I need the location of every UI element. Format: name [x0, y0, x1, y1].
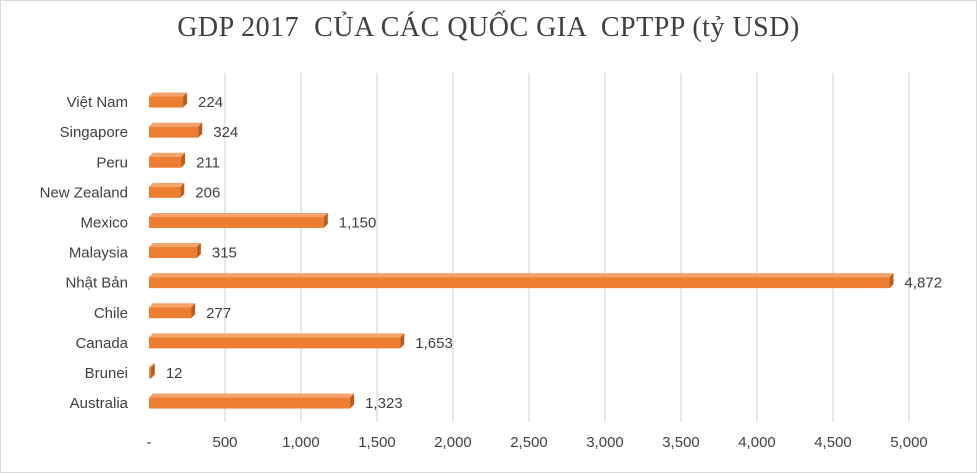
x-tick-label: 3,000	[586, 434, 624, 451]
data-label: 277	[206, 305, 231, 322]
data-label: 1,323	[365, 395, 403, 412]
category-label: Mexico	[80, 214, 128, 231]
x-tick-label: 3,500	[662, 434, 700, 451]
category-label: Peru	[96, 154, 128, 171]
bar-top	[149, 182, 185, 187]
bar-side	[180, 182, 185, 198]
x-tick-label: 500	[212, 434, 237, 451]
category-label: Canada	[75, 335, 128, 352]
x-tick-label: 4,000	[738, 434, 776, 451]
bar-side	[150, 363, 155, 379]
bar-top	[149, 243, 201, 248]
data-label: 224	[198, 94, 223, 111]
chart-title: GDP 2017 CỦA CÁC QUỐC GIA CPTPP (tỷ USD)	[177, 12, 800, 43]
data-label: 4,872	[905, 275, 943, 292]
data-label: 1,150	[339, 214, 377, 231]
category-label: Brunei	[85, 365, 128, 382]
bar-side	[191, 303, 196, 319]
bar	[149, 367, 151, 379]
bar	[149, 397, 351, 409]
bar-top	[149, 92, 188, 97]
x-tick-label: 2,500	[510, 434, 548, 451]
bar-side	[400, 333, 405, 349]
x-tick-label: 1,000	[282, 434, 320, 451]
bar-top	[149, 303, 196, 308]
bar-top	[149, 363, 155, 368]
bar	[149, 247, 197, 259]
x-tick-label: -	[147, 434, 152, 451]
x-tick-label: 4,500	[814, 434, 852, 451]
bar-top	[149, 333, 405, 338]
data-label: 12	[166, 365, 183, 382]
x-tick-label: 2,000	[434, 434, 472, 451]
bar	[149, 337, 401, 349]
bar	[149, 277, 890, 289]
category-label: Singapore	[60, 124, 128, 141]
bar-side	[183, 92, 188, 108]
bar	[149, 126, 199, 138]
bar	[149, 186, 181, 198]
data-label: 324	[213, 124, 238, 141]
data-label: 315	[212, 245, 237, 262]
bar	[149, 307, 192, 319]
bar-side	[889, 273, 894, 289]
data-label: 1,653	[415, 335, 453, 352]
bar-side	[196, 243, 201, 259]
category-label: New Zealand	[40, 184, 128, 201]
bar	[149, 156, 182, 168]
category-label: Australia	[70, 395, 129, 412]
bar-side	[181, 152, 186, 168]
x-tick-label: 1,500	[358, 434, 396, 451]
data-label: 206	[195, 184, 220, 201]
x-tick-label: 5,000	[890, 434, 928, 451]
category-label: Chile	[94, 305, 128, 322]
bar	[149, 96, 184, 108]
bar-top	[149, 212, 328, 217]
bar-side	[323, 212, 328, 228]
bar-top	[149, 122, 203, 127]
bar-top	[149, 152, 186, 157]
data-label: 211	[196, 154, 220, 171]
bar-side	[350, 393, 355, 409]
bar	[149, 216, 324, 228]
category-label: Malaysia	[69, 245, 129, 262]
bar-top	[149, 273, 894, 278]
category-label: Việt Nam	[67, 94, 128, 111]
bar-top	[149, 393, 355, 398]
bar-side	[198, 122, 203, 138]
category-label: Nhật Bản	[65, 275, 128, 292]
